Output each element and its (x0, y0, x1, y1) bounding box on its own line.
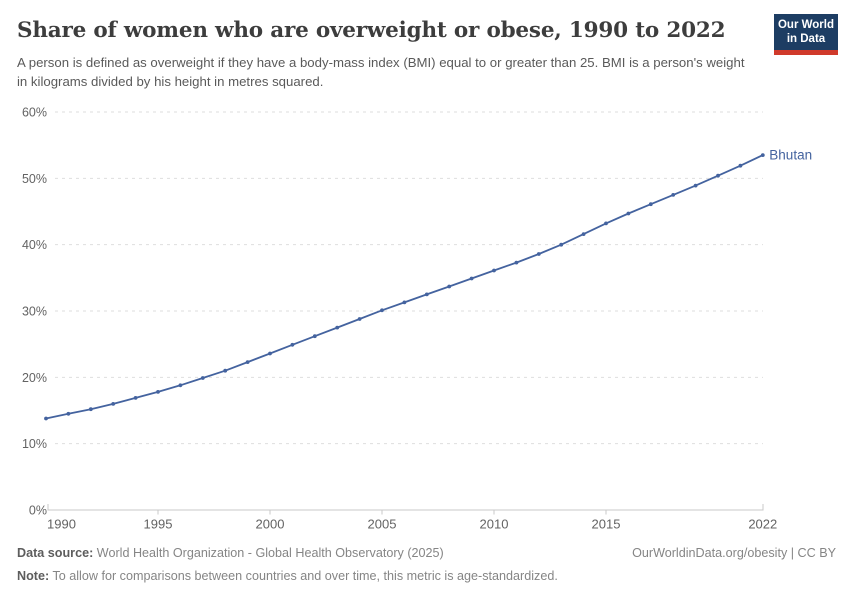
series-label[interactable]: Bhutan (769, 148, 812, 163)
y-tick-label: 50% (22, 172, 47, 186)
data-point[interactable] (66, 411, 71, 416)
owid-logo: Our World in Data (774, 14, 838, 55)
owid-link[interactable]: OurWorldinData.org/obesity | CC BY (632, 546, 836, 560)
data-point[interactable] (671, 193, 676, 197)
data-point[interactable] (268, 351, 272, 356)
note-line: Note: To allow for comparisons between c… (17, 569, 836, 584)
x-tick-label: 1990 (47, 517, 76, 532)
data-point[interactable] (492, 268, 496, 273)
x-tick-label: 2022 (748, 517, 777, 532)
y-tick-label: 0% (29, 504, 47, 518)
data-point[interactable] (402, 300, 407, 305)
data-point[interactable] (760, 153, 765, 158)
data-point[interactable] (693, 183, 698, 188)
data-point[interactable] (44, 416, 48, 421)
data-point[interactable] (738, 163, 743, 168)
data-point[interactable] (514, 260, 519, 265)
data-point[interactable] (648, 202, 653, 207)
data-source-line: Data source: World Health Organization -… (17, 546, 836, 561)
data-point[interactable] (424, 292, 429, 297)
data-point[interactable] (223, 368, 228, 373)
data-source-text: World Health Organization - Global Healt… (93, 546, 444, 560)
data-point[interactable] (111, 402, 116, 406)
data-point[interactable] (200, 376, 205, 380)
x-tick-label: 2015 (592, 517, 621, 532)
data-line[interactable] (45, 154, 764, 420)
y-tick-label: 40% (22, 238, 47, 252)
note-label: Note: (17, 569, 50, 583)
data-point[interactable] (245, 360, 250, 364)
data-point[interactable] (312, 334, 317, 339)
x-tick-label: 2010 (480, 517, 509, 532)
note-text: To allow for comparisons between countri… (49, 569, 558, 583)
y-tick-label: 60% (22, 106, 47, 120)
y-tick-label: 10% (22, 437, 47, 451)
data-point[interactable] (447, 284, 452, 289)
data-point[interactable] (156, 390, 160, 394)
data-point[interactable] (559, 242, 564, 247)
data-point[interactable] (290, 342, 295, 347)
y-tick-label: 20% (22, 371, 47, 385)
data-point[interactable] (716, 173, 720, 178)
data-point[interactable] (380, 308, 384, 313)
x-tick-label: 2005 (368, 517, 397, 532)
data-point[interactable] (626, 211, 631, 216)
data-point[interactable] (604, 221, 608, 226)
page-title: Share of women who are overweight or obe… (17, 18, 726, 43)
logo-line-2: in Data (786, 32, 826, 45)
x-tick-label: 1995 (144, 517, 173, 532)
data-point[interactable] (536, 252, 541, 256)
logo-line-1: Our World (777, 19, 834, 31)
data-point[interactable] (88, 407, 93, 412)
data-point[interactable] (335, 325, 340, 330)
y-tick-label: 30% (22, 305, 47, 319)
data-source-label: Data source: (17, 546, 94, 560)
x-tick-label: 2000 (256, 517, 285, 532)
data-point[interactable] (133, 396, 138, 400)
data-point[interactable] (178, 383, 183, 388)
chart-subtitle: A person is defined as overweight if the… (17, 55, 745, 89)
data-point[interactable] (469, 276, 474, 281)
data-point[interactable] (357, 317, 362, 321)
data-point[interactable] (581, 232, 586, 237)
x-axis-line (47, 504, 764, 511)
chart-footer: Data source: World Health Organization -… (17, 546, 836, 584)
